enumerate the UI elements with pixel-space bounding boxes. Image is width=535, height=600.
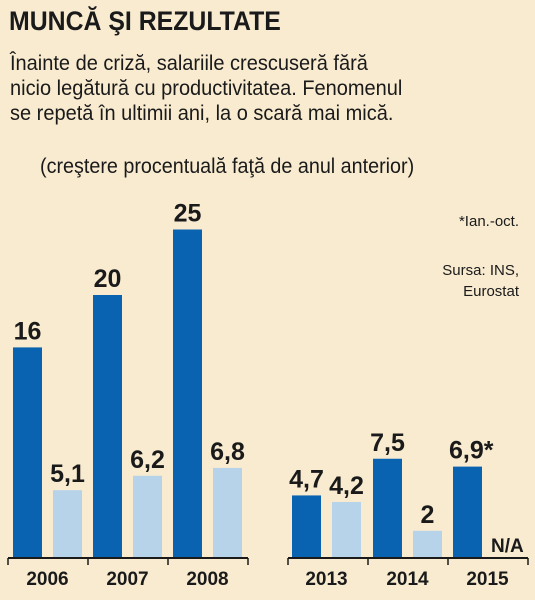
x-tick-label: 2008	[186, 569, 228, 590]
bar-dark	[292, 495, 321, 557]
data-label: 4,7	[289, 465, 324, 493]
bar-light	[413, 530, 442, 557]
footnote: *Ian.-oct.	[458, 213, 519, 230]
data-label: 4,2	[329, 472, 364, 500]
x-tick-label: 2015	[466, 569, 509, 590]
subtitle-line: nicio legătură cu productivitatea. Fenom…	[10, 76, 403, 100]
bar-light	[133, 475, 162, 557]
data-label: 25	[174, 200, 202, 228]
data-label: 6,8	[210, 438, 245, 466]
data-label: 20	[94, 265, 122, 293]
data-label: 6,9*	[449, 437, 494, 465]
source-note: Sursa: INS, Eurostat	[442, 260, 519, 302]
unit-label: (creştere procentuală faţă de anul anter…	[40, 155, 415, 178]
chart-title: MUNCĂ ŞI REZULTATE	[9, 6, 281, 36]
source-line: Sursa: INS,	[442, 262, 519, 279]
x-tick-label: 2006	[26, 569, 68, 590]
x-tick-label: 2013	[305, 569, 347, 590]
bar-dark	[373, 458, 402, 557]
bar-light	[332, 501, 361, 557]
data-label: 16	[14, 317, 42, 345]
source-line: Eurostat	[463, 283, 519, 300]
x-tick-label: 2014	[386, 569, 429, 590]
bar-dark	[93, 295, 122, 557]
data-label: 2	[421, 501, 435, 529]
data-label: 6,2	[130, 446, 165, 474]
bar-light	[213, 467, 242, 557]
subtitle-line: se repetă în ultimii ani, la o scară mai…	[10, 101, 394, 125]
data-label: 7,5	[370, 429, 405, 457]
bar-dark	[173, 229, 202, 557]
data-label: 5,1	[50, 460, 85, 488]
bar-dark	[453, 466, 482, 557]
bar-dark	[13, 347, 42, 557]
data-label: N/A	[491, 536, 524, 557]
bar-light	[53, 490, 82, 557]
subtitle-line: Înainte de criză, salariile crescuseră f…	[10, 51, 368, 75]
x-tick-label: 2007	[106, 569, 148, 590]
chart-subtitle: Înainte de criză, salariile crescuseră f…	[10, 51, 494, 126]
